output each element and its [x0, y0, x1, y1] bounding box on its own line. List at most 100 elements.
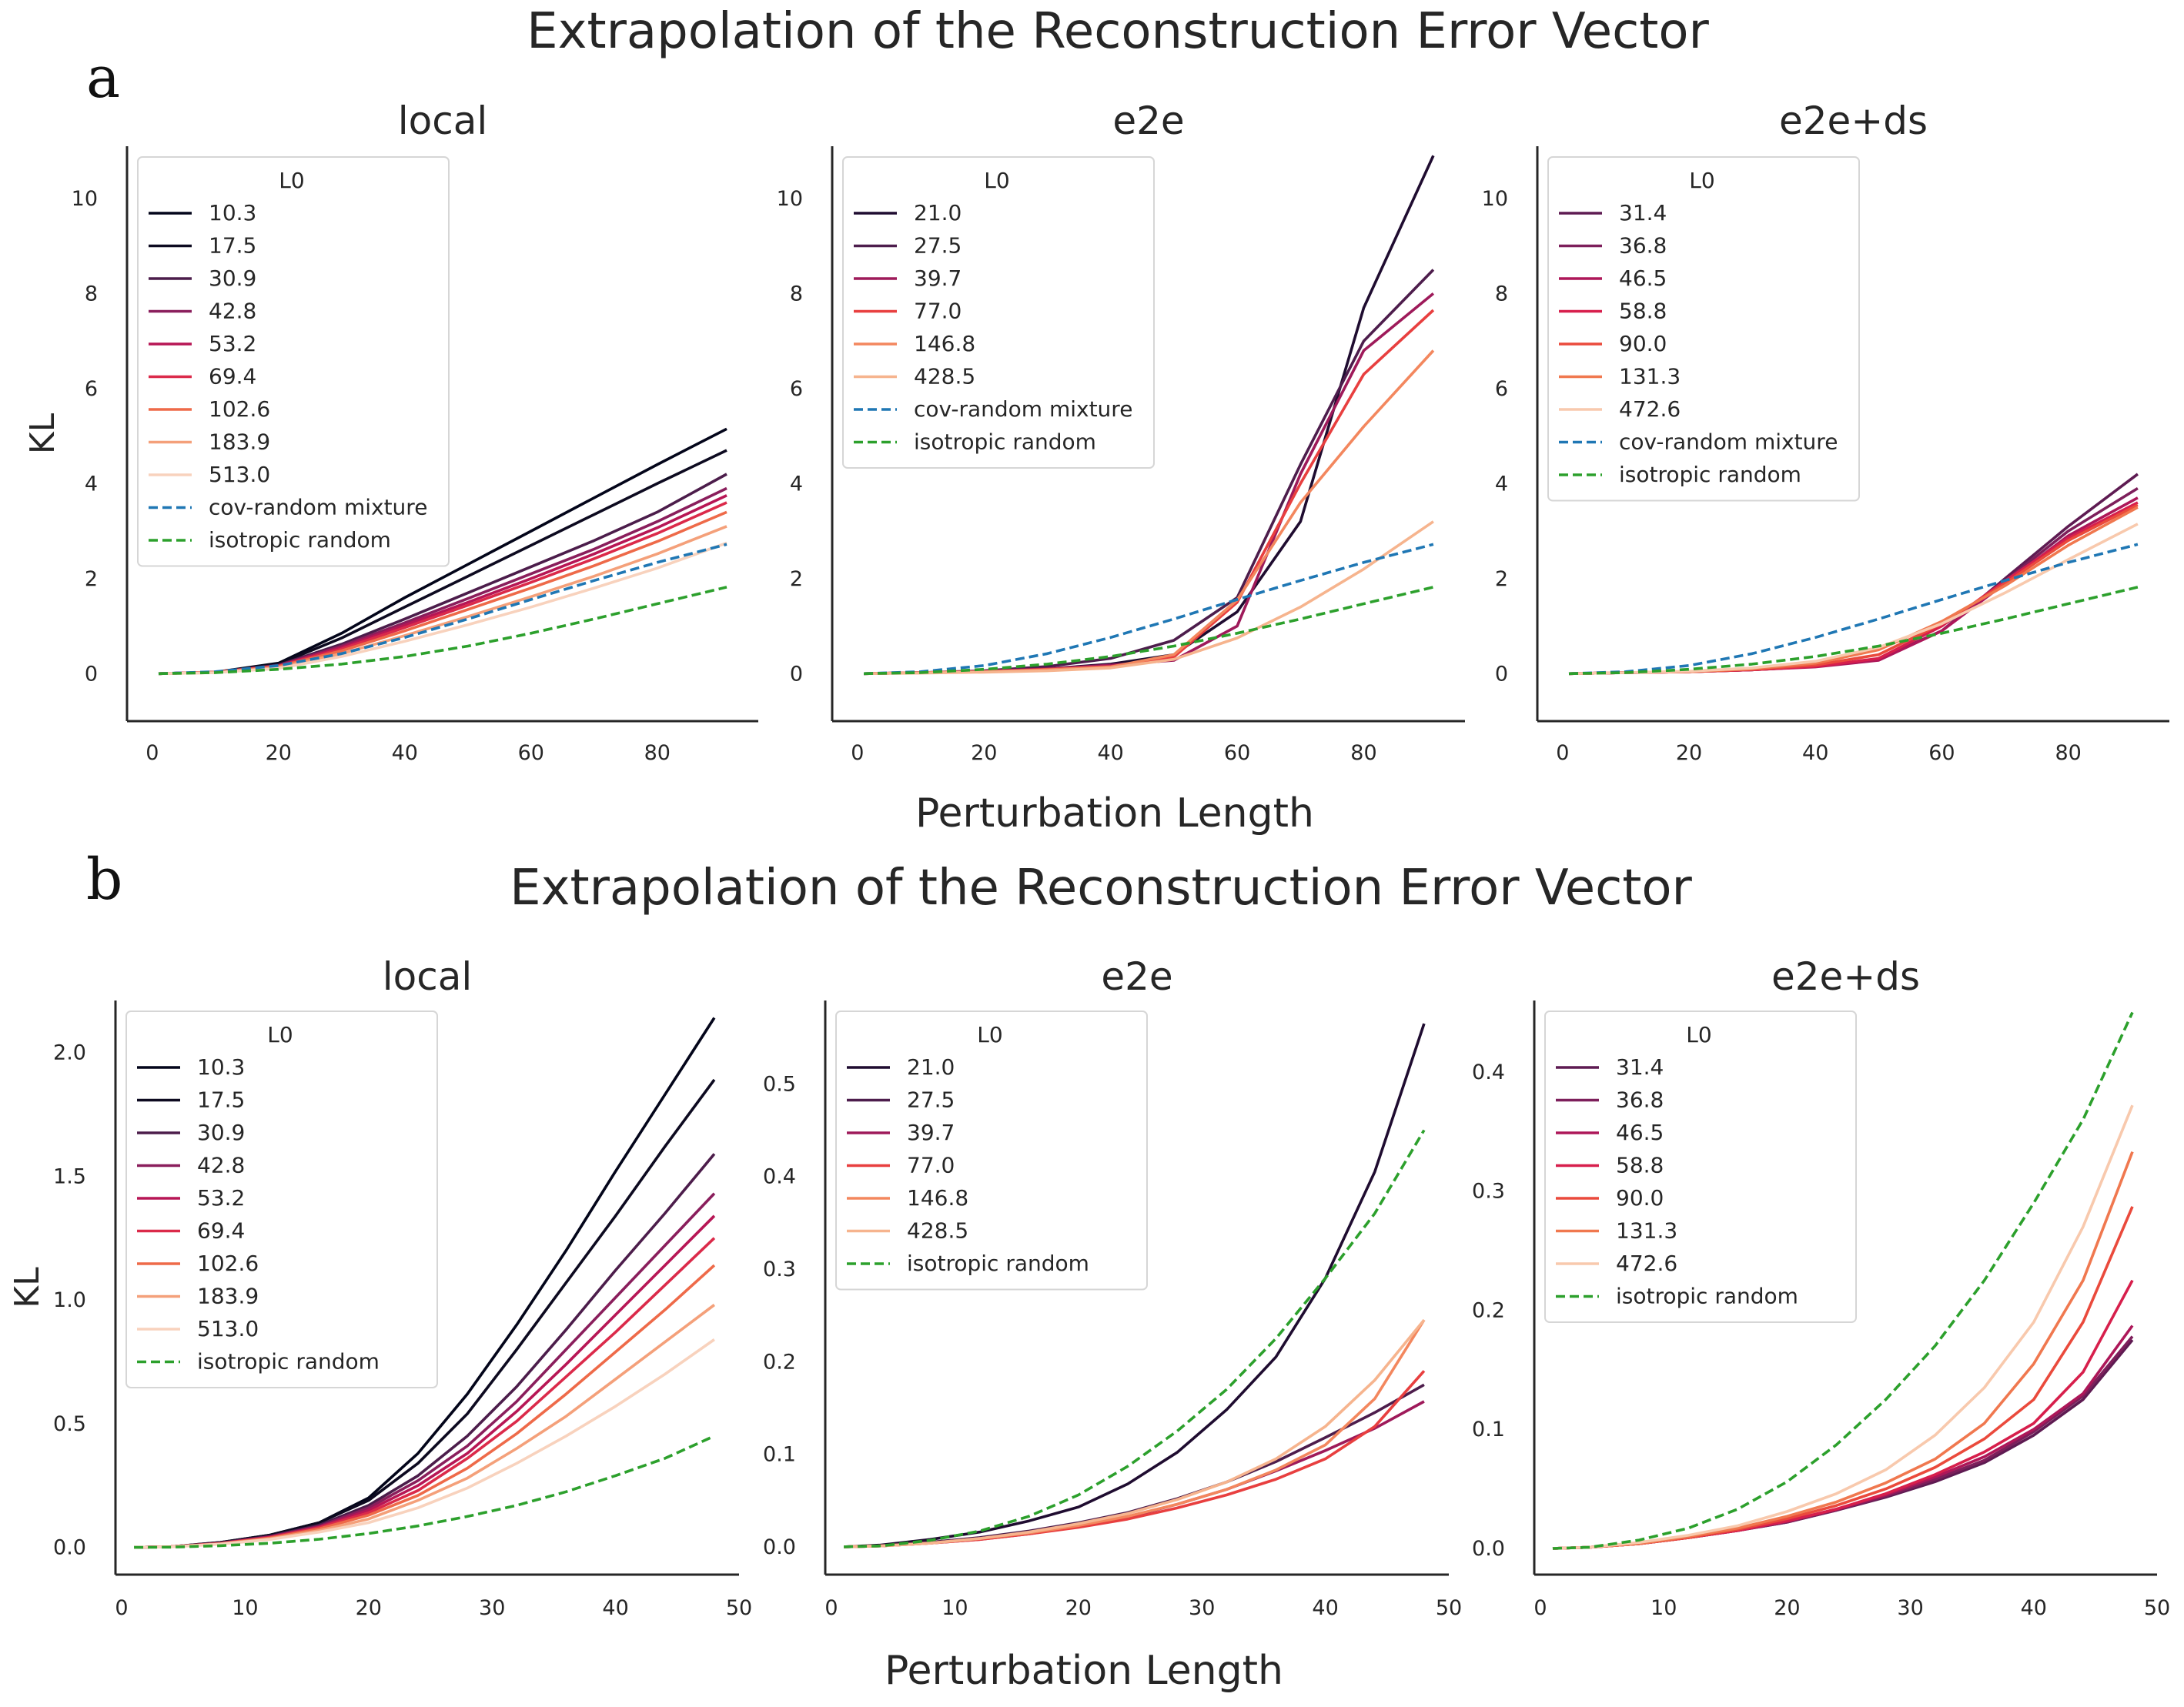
panel-1-1-xtick-label: 0: [824, 1596, 838, 1620]
panel-1-1: e2e 0 10 20 30 40 50 0.0 0.1 0.2 0.3 0.4 0.5 L0 21.0 27…: [763, 954, 1462, 1620]
panel-1-0-legend-box: [125, 1011, 438, 1388]
panel-0-2-legend-label: isotropic random: [1619, 462, 1801, 487]
row-b-letter: b: [86, 847, 122, 913]
panel-1-0-legend-label: 30.9: [197, 1120, 245, 1145]
panel-1-1-legend-label: isotropic random: [907, 1251, 1089, 1276]
panel-1-2-series-line: [1552, 1011, 2134, 1550]
panel-1-0-legend-label: 69.4: [197, 1218, 245, 1244]
panel-0-0-ytick-label: 2: [85, 567, 98, 591]
panel-0-0-legend-label: 102.6: [209, 396, 270, 422]
panel-0-1-series-line: [864, 586, 1434, 676]
panel-0-2-xtick-label: 80: [2055, 741, 2081, 765]
panel-1-1-ytick-label: 0.2: [763, 1350, 796, 1374]
panel-1-0-legend-label: isotropic random: [197, 1349, 380, 1375]
panel-1-2-legend-label: 90.0: [1616, 1185, 1664, 1211]
panel-1-0-series-line: [134, 1435, 715, 1549]
panel-0-0-legend-label: 183.9: [209, 429, 270, 455]
panel-1-2-legend-label: 31.4: [1616, 1054, 1664, 1080]
panel-1-1-legend-label: 77.0: [907, 1153, 955, 1178]
panel-1-2-legend-label: 131.3: [1616, 1218, 1677, 1244]
panel-0-2-legend-label: 46.5: [1619, 266, 1667, 291]
panel-1-2-xtick-label: 10: [1651, 1596, 1677, 1620]
panel-1-0-legend-label: 53.2: [197, 1185, 245, 1211]
panel-0-0-xtick-label: 20: [266, 741, 292, 765]
panel-1-1-legend-label: 27.5: [907, 1087, 955, 1113]
panel-1-2-ytick-label: 0.0: [1472, 1537, 1505, 1561]
panel-1-2-legend-label: 46.5: [1616, 1120, 1664, 1145]
panel-0-0-legend-label: 513.0: [209, 462, 270, 487]
panel-0-2-ytick-label: 2: [1495, 567, 1508, 591]
panel-0-0-ylabel: KL: [23, 413, 62, 454]
panel-1-1-xtick-label: 40: [1312, 1596, 1338, 1620]
panel-0-1-series-line: [864, 543, 1434, 676]
panel-1-0-xtick-label: 50: [726, 1596, 752, 1620]
panel-0-2-legend-box: [1547, 156, 1860, 502]
panel-0-0-legend-label: isotropic random: [209, 527, 391, 553]
panel-1-0-ytick-label: 0.0: [53, 1536, 86, 1560]
panel-1-0-xtick-label: 30: [479, 1596, 505, 1620]
panel-1-0-series-line: [134, 1338, 715, 1549]
panel-0-1-ytick-label: 6: [790, 377, 803, 401]
panel-0-1-legend-box: [842, 156, 1155, 469]
panel-0-0-title: local: [398, 99, 488, 143]
panel-0-2-legend-label: 472.6: [1619, 396, 1681, 422]
panel-0-1-ytick-label: 8: [790, 282, 803, 306]
panel-0-2-legend-label: 31.4: [1619, 200, 1667, 225]
panel-1-2-legend-label: isotropic random: [1616, 1284, 1798, 1309]
panel-0-2-title: e2e+ds: [1779, 99, 1928, 143]
panel-0-2-ytick-label: 10: [1482, 187, 1508, 211]
panel-0-1-ytick-label: 2: [790, 567, 803, 591]
panel-1-1-xtick-label: 10: [941, 1596, 968, 1620]
panel-0-2-ytick-label: 6: [1495, 377, 1508, 401]
panel-0-1-ytick-label: 4: [790, 472, 803, 496]
panel-0-0-legend-label: 17.5: [209, 233, 256, 259]
panel-1-0-xtick-label: 40: [602, 1596, 628, 1620]
panel-1-1-title: e2e: [1101, 954, 1172, 999]
panel-0-1-xtick-label: 80: [1350, 741, 1376, 765]
panel-0-2-xtick-label: 40: [1802, 741, 1828, 765]
panel-1-1-ytick-label: 0.0: [763, 1535, 796, 1559]
panel-1-2-ytick-label: 0.2: [1472, 1298, 1505, 1322]
panel-0-0-legend-label: 10.3: [209, 200, 256, 225]
panel-1-1-ytick-label: 0.3: [763, 1258, 796, 1281]
panel-0-2-series-line: [1568, 543, 2139, 676]
row-a-xlabel: Perturbation Length: [915, 790, 1314, 837]
panel-1-0-legend-label: 42.8: [197, 1153, 245, 1178]
panel-1-0-legend-label: 102.6: [197, 1251, 259, 1276]
panel-0-2-ytick-label: 0: [1495, 662, 1508, 686]
panel-0-0-legend-label: 53.2: [209, 331, 256, 356]
panel-0-1-legend-label: 146.8: [914, 331, 975, 356]
panel-1-2-legend-label: 472.6: [1616, 1251, 1677, 1276]
panel-1-1-xtick-label: 20: [1065, 1596, 1092, 1620]
panel-0-0-legend-label: 42.8: [209, 299, 256, 324]
panel-0-1-legend-label: 39.7: [914, 266, 962, 291]
panel-0-2-ytick-label: 4: [1495, 472, 1508, 496]
panel-0-2-legend-title: L0: [1689, 168, 1714, 193]
panel-0-0-ytick-label: 6: [85, 377, 98, 401]
panel-0-0-legend-label: cov-random mixture: [209, 495, 427, 520]
panel-1-1-ytick-label: 0.1: [763, 1443, 796, 1467]
panel-0-1-legend-label: 27.5: [914, 233, 962, 259]
row-a-suptitle: Extrapolation of the Reconstruction Erro…: [527, 3, 1709, 60]
panel-0-2-xtick-label: 20: [1676, 741, 1702, 765]
panel-1-0-legend-label: 17.5: [197, 1087, 245, 1113]
panel-1-2-xtick-label: 30: [1897, 1596, 1923, 1620]
panel-1-1-legend-box: [835, 1011, 1148, 1291]
panel-1-0-ytick-label: 1.5: [53, 1164, 86, 1188]
panel-0-2-legend-label: 90.0: [1619, 331, 1667, 356]
panel-1-2: e2e+ds 0 10 20 30 40 50 0.0 0.1 0.2 0.3 0.4 L0 31.4 36…: [1472, 954, 2170, 1620]
panel-1-1-xtick-label: 50: [1436, 1596, 1462, 1620]
panel-1-0-title: local: [383, 954, 473, 999]
panel-0-0-legend-box: [137, 156, 450, 567]
panel-1-2-legend-label: 58.8: [1616, 1153, 1664, 1178]
panel-0-1-xtick-label: 40: [1098, 741, 1124, 765]
panel-1-1-legend-label: 21.0: [907, 1054, 955, 1080]
panel-1-1-legend-title: L0: [977, 1022, 1002, 1047]
panel-0-1-legend-label: 21.0: [914, 200, 962, 225]
panel-0-0-legend-label: 69.4: [209, 364, 256, 389]
panel-1-2-xtick-label: 20: [1774, 1596, 1800, 1620]
panel-1-0-ytick-label: 1.0: [53, 1288, 86, 1312]
panel-1-1-series-line: [844, 1129, 1426, 1548]
panel-1-0: local KL 0 10 20 30 40 50 0.0 0.5 1.0 1.5 2.0 L0 10.3 1…: [8, 954, 752, 1620]
